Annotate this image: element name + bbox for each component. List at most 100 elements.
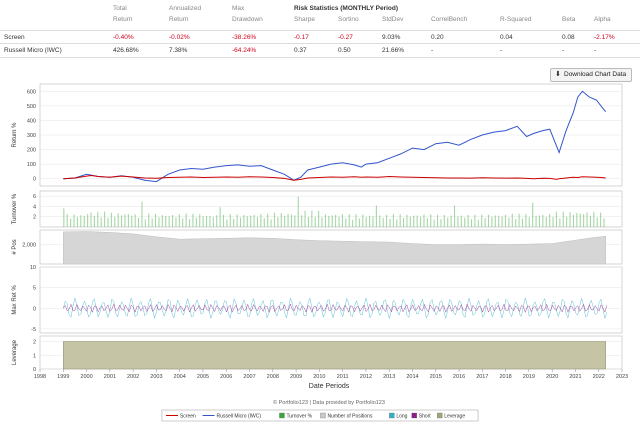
series-line-long [63,297,608,320]
turnover-bar [447,217,449,227]
y-tick-label: 1 [33,353,36,359]
sharpe-value: 0.37 [294,47,307,54]
legend-item-leverage: Leverage [437,412,465,420]
panel-frame [39,190,623,228]
turnover-bar [212,217,214,227]
turnover-bar [358,218,360,227]
panel-frame [39,229,623,265]
turnover-bar [182,218,184,227]
turnover-bar [284,215,286,227]
chart-legend [161,409,479,422]
turnover-bar [233,218,235,227]
turnover-bar [66,214,68,227]
download-icon: ⬇ [555,71,561,78]
y-tick-label: 10 [30,265,36,271]
turnover-bar [80,215,82,227]
turnover-bar [576,213,578,227]
turnover-bar [562,211,564,227]
turnover-bar [226,219,228,227]
turnover-bar [63,208,65,227]
turnover-bar [127,214,129,227]
max-drawdown-value: -64.24% [232,47,257,54]
y-tick-label: 500 [27,104,36,110]
turnover-bar [515,219,517,227]
turnover-bar [589,215,591,227]
turnover-bar [138,217,140,227]
turnover-bar [392,214,394,227]
risk-stats-title: Risk Statistics (MONTHLY Period) [294,5,399,12]
turnover-bar [110,212,112,227]
col-header-sharpe: Sharpe [294,16,315,23]
legend-item-turnover: Turnover % [279,412,313,420]
footer-credit: © Portfolio123 | Data provided by Portfo… [273,399,385,406]
turnover-bar [559,218,561,227]
turnover-bar [345,218,347,227]
turnover-bar [117,213,119,227]
turnover-bar [83,215,85,227]
x-tick-label: 2000 [80,374,92,380]
turnover-bar [491,216,493,227]
stats-table: Total Annualized Max Risk Statistics (MO… [0,0,640,58]
row-name: Russell Micro (IWC) [4,47,62,54]
correlbench-value: 0.20 [431,34,444,41]
turnover-bar [365,217,367,227]
turnover-bar [579,213,581,227]
legend-label: Russell Micro (IWC) [217,414,262,420]
x-tick-label: 2014 [406,374,418,380]
total-return-value: 426.68% [113,47,139,54]
y-axis-title: Max Ret % [12,285,18,315]
turnover-bar [100,217,102,227]
y-tick-label: 600 [27,89,36,95]
legend-item-number-of-positions: Number of Positions [320,412,373,420]
turnover-bar [352,219,354,227]
x-axis-title: Date Periods [309,383,350,390]
turnover-bar [372,216,374,227]
download-chart-data-button[interactable]: ⬇ Download Chart Data [550,68,632,82]
turnover-bar [453,205,456,227]
y-tick-label: 300 [27,133,36,139]
x-tick-label: 2004 [174,374,186,380]
group-header-annualized: Annualized [169,5,202,12]
turnover-bar [222,214,225,227]
y-tick-label: 5 [33,286,36,292]
turnover-bar [420,216,422,227]
x-tick-label: 2021 [569,374,581,380]
turnover-bar [583,214,585,227]
panel-frame [39,335,623,370]
turnover-bar [280,213,282,227]
turnover-bar [532,202,534,227]
x-tick-label: 2006 [220,374,232,380]
turnover-bar [341,214,343,227]
x-tick-label: 2016 [453,374,465,380]
total-return-value: -0.40% [113,34,134,41]
turnover-bar [501,216,503,227]
legend-label: Short [419,414,432,420]
turnover-bar [386,214,388,227]
turnover-bar [379,215,381,227]
turnover-bar [396,219,398,227]
turnover-bar [457,216,459,227]
turnover-bar [290,214,293,227]
turnover-bar [141,201,143,227]
download-button-label: Download Chart Data [564,71,627,78]
x-tick-label: 2010 [313,374,325,380]
turnover-bar [369,215,371,227]
legend-label: Screen [180,414,196,420]
legend-label: Long [396,414,407,420]
turnover-bar [107,217,109,227]
row-name: Screen [4,34,25,41]
turnover-bar [504,214,507,227]
col-header-stddev: StdDev [382,16,404,23]
turnover-bar [518,213,520,227]
x-tick-label: 2018 [499,374,511,380]
turnover-bar [545,216,547,227]
turnover-bar [399,214,401,227]
turnover-bar [403,217,405,227]
turnover-bar [161,215,163,227]
panel-frame [39,266,623,334]
turnover-bar [70,218,72,227]
turnover-bar [76,217,78,227]
turnover-bar [566,216,568,227]
group-header-total: Total [113,5,127,12]
y-tick-label: 100 [27,162,36,168]
